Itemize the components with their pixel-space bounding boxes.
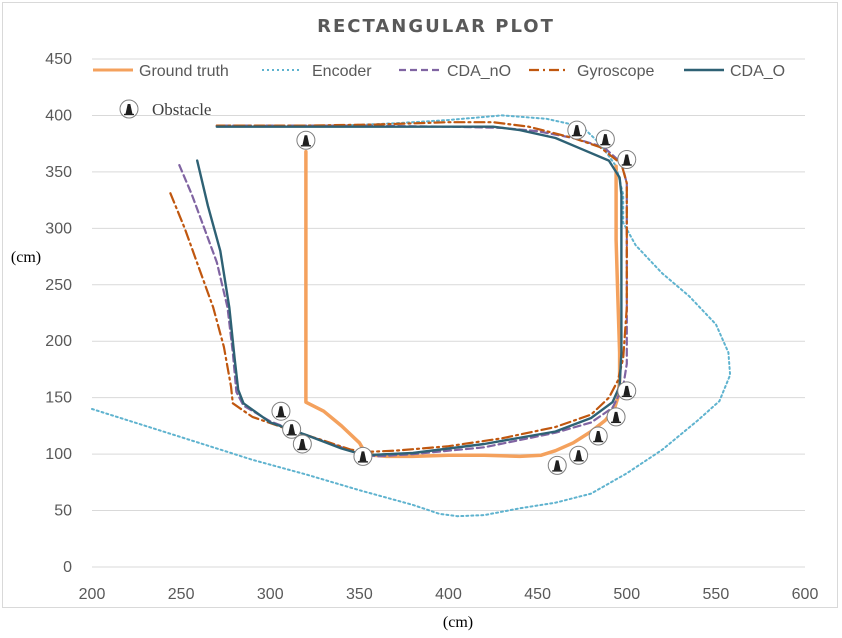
obstacle-icon	[296, 130, 316, 150]
legend-label-ground-truth: Ground truth	[139, 63, 229, 80]
x-tick-label: 250	[168, 586, 195, 603]
obstacle-icon	[617, 149, 637, 169]
obstacle-icon	[282, 419, 302, 439]
legend-label-obstacle: Obstacle	[152, 100, 211, 119]
y-tick-label: 150	[45, 390, 72, 407]
series-lines	[91, 114, 732, 518]
x-tick-label: 300	[257, 586, 284, 603]
obstacle-icon	[569, 445, 589, 465]
y-tick-label: 350	[45, 164, 72, 181]
obstacle-icon	[617, 381, 637, 401]
chart-title: RECTANGULAR PLOT	[317, 16, 555, 37]
y-tick-label: 100	[45, 446, 72, 463]
x-tick-label: 450	[524, 586, 551, 603]
y-tick-label: 0	[63, 559, 72, 576]
obstacle-icon	[595, 129, 615, 149]
y-axis-label: (cm)	[11, 249, 41, 266]
series-line-cda-o	[196, 125, 623, 457]
y-tick-label: 400	[45, 107, 72, 124]
obstacle-icon	[271, 401, 291, 421]
legend: Ground truth Encoder CDA_nO Gyroscope CDA_O O…	[93, 63, 785, 119]
x-tick-label: 550	[703, 586, 730, 603]
y-tick-label: 50	[54, 503, 72, 520]
series-line-gyroscope	[169, 121, 628, 453]
y-tick-label: 300	[45, 220, 72, 237]
legend-obstacle-icon	[119, 99, 139, 119]
series-line-encoder	[91, 114, 732, 518]
obstacle-icon	[353, 446, 373, 466]
obstacle-icon	[606, 407, 626, 427]
obstacles	[271, 120, 637, 475]
y-tick-label: 200	[45, 333, 72, 350]
x-axis-label: (cm)	[443, 614, 473, 631]
x-tick-label: 200	[79, 586, 106, 603]
series-line-ground-truth	[304, 149, 622, 459]
axes: 0 50 100 150 200 250 300 350 400 450 200 250 300 350 4…	[45, 51, 818, 603]
legend-label-cda-no: CDA_nO	[447, 63, 511, 80]
legend-label-gyroscope: Gyroscope	[577, 63, 654, 80]
legend-label-encoder: Encoder	[312, 63, 372, 80]
y-tick-label: 450	[45, 51, 72, 68]
obstacle-icon	[547, 455, 567, 475]
y-tick-label: 250	[45, 277, 72, 294]
x-tick-label: 500	[613, 586, 640, 603]
series-line-cda-no	[178, 124, 628, 458]
x-tick-label: 600	[792, 586, 819, 603]
grid	[92, 58, 805, 512]
legend-label-cda-o: CDA_O	[730, 63, 785, 80]
obstacle-icon	[588, 426, 608, 446]
x-tick-label: 400	[435, 586, 462, 603]
obstacle-icon	[292, 434, 312, 454]
x-tick-label: 350	[346, 586, 373, 603]
obstacle-icon	[567, 120, 587, 140]
